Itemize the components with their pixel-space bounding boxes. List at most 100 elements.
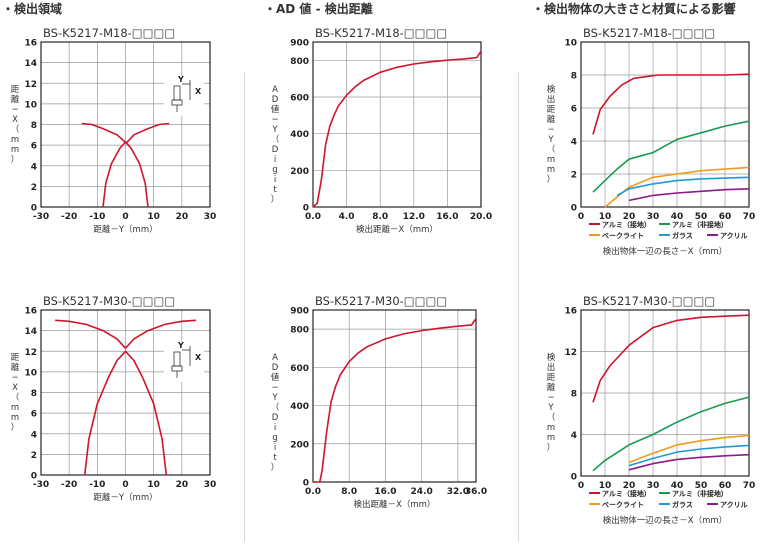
chart-title: BS-K5217-M30-□□□□ [315, 294, 447, 308]
y-tick-label: 4 [31, 162, 37, 172]
x-tick-label: 30 [204, 480, 217, 490]
y-tick-label: 6 [31, 410, 37, 420]
y-tick-label: 14 [24, 59, 37, 69]
series-line-4 [628, 453, 750, 471]
y-tick-label: 0 [303, 204, 309, 214]
column-divider [244, 72, 245, 542]
series-line-4 [628, 188, 750, 202]
legend-label: ガラス [672, 231, 693, 240]
series-line-3 [628, 444, 750, 467]
series-line-1 [592, 396, 750, 472]
inset-label-y: Y [177, 75, 184, 84]
chart-title: BS-K5217-M18-□□□□ [315, 26, 447, 40]
plot-frame [40, 309, 211, 476]
section-title-object-effect: ・検出物体の大きさと材質による影響 [532, 2, 736, 16]
x-tick-label: 40 [671, 212, 684, 222]
y-tick-label: 200 [290, 167, 309, 177]
chart-title: BS-K5217-M18-□□□□ [583, 26, 715, 40]
x-axis-label: 検出距離－X（mm） [354, 499, 436, 510]
chart-panel: BS-K5217-M30-□□□□ 0.0 8.0 16.0 24.0 32.036.0 0… [271, 294, 487, 510]
legend-label: アクリル [720, 500, 748, 509]
x-tick-label: 10 [147, 212, 160, 222]
y-tick-label: 8 [31, 389, 37, 399]
y-tick-label: 900 [290, 307, 309, 317]
x-tick-label: 0 [122, 480, 128, 490]
y-tick-label: 600 [290, 364, 309, 374]
x-tick-label: 16.0 [374, 487, 396, 497]
y-tick-label: 10 [24, 100, 37, 110]
section-title-detection-area: ・検出領域 [2, 2, 63, 16]
legend-label: アルミ（非接地） [672, 489, 728, 498]
x-tick-label: 60 [719, 212, 732, 222]
legend-label: アルミ（接地） [602, 220, 651, 229]
x-tick-label: 16.0 [436, 212, 458, 222]
y-tick-label: 12 [24, 348, 37, 358]
y-axis-label: 検出距離─ Y （m m） [547, 352, 556, 453]
x-tick-label: 8.0 [341, 487, 357, 497]
plot-frame [312, 41, 482, 208]
x-tick-label: -30 [33, 480, 49, 490]
x-tick-label: 50 [695, 481, 708, 491]
x-axis-label: 検出物体一辺の長さ－X（mm） [603, 246, 727, 257]
y-tick-label: 4 [31, 430, 37, 440]
y-tick-label: 900 [290, 39, 309, 49]
x-tick-label: 10 [599, 212, 612, 222]
legend-label: アルミ（非接地） [672, 220, 728, 229]
x-tick-label: 30 [647, 212, 660, 222]
series-line-0 [592, 73, 750, 135]
x-tick-label: 70 [743, 481, 756, 491]
x-axis-label: 距離－Y（mm） [93, 224, 157, 235]
y-tick-label: 16 [564, 307, 577, 317]
legend-label: アルミ（接地） [602, 489, 651, 498]
chart-panel: BS-K5217-M18-□□□□ 0.0 4.0 8.0 12.0 16.0 20.0 0 2… [271, 26, 492, 235]
x-tick-label: 10 [599, 481, 612, 491]
y-tick-label: 2 [571, 171, 577, 181]
y-tick-label: 12 [24, 80, 37, 90]
y-axis-label: 検出距離─ Y （m m） [547, 84, 556, 185]
detection-curve [83, 350, 168, 476]
y-tick-label: 10 [24, 368, 37, 378]
x-tick-label: 0.0 [305, 487, 321, 497]
inset-label-x: X [195, 87, 202, 96]
x-axis-label: 距離－Y（mm） [93, 492, 157, 503]
y-tick-label: 0 [303, 479, 309, 489]
y-axis-label: 距離─ X （m m） [11, 353, 20, 433]
sensor-diagram: YX [164, 75, 204, 116]
detection-curve [55, 319, 196, 350]
y-tick-label: 400 [290, 402, 309, 412]
chart-panel: BS-K5217-M30-□□□□ 0 10 20 30 40 50 60 70 0 4 8 12 16 検… [547, 294, 756, 526]
y-tick-label: 200 [290, 440, 309, 450]
x-tick-label: -10 [89, 480, 105, 490]
x-tick-label: -20 [61, 480, 77, 490]
x-tick-label: 32.0 [447, 487, 469, 497]
x-tick-label: 60 [719, 481, 732, 491]
chart-panel: BS-K5217-M30-□□□□ -30 -20 -10 0 10 20 30 0 2 4 6 8 10… [11, 294, 217, 503]
section-title-ad-value: ・AD 値 - 検出距離 [264, 2, 373, 16]
inset-label-x: X [195, 353, 202, 362]
x-tick-label: 4.0 [339, 212, 355, 222]
x-tick-label: 12.0 [403, 212, 425, 222]
x-tick-label: 0 [578, 212, 584, 222]
x-tick-label: -10 [89, 212, 105, 222]
x-axis-label: 検出物体一辺の長さ－X（mm） [603, 515, 727, 526]
legend-label: アクリル [720, 231, 748, 240]
x-tick-label: 8.0 [372, 212, 388, 222]
x-tick-label: -20 [61, 212, 77, 222]
y-tick-label: 600 [290, 94, 309, 104]
chart-title: BS-K5217-M30-□□□□ [583, 294, 715, 308]
y-axis-label: 距離─ X （m m） [11, 85, 20, 165]
y-tick-label: 12 [564, 348, 577, 358]
chart-panel: BS-K5217-M18-□□□□ 0 10 20 30 40 50 60 70 0 2 4 6 8 10 検… [547, 26, 756, 257]
plot-frame [40, 41, 211, 208]
y-tick-label: 4 [571, 431, 577, 441]
x-axis-label: 検出距離－X（mm） [356, 224, 438, 235]
y-tick-label: 800 [290, 326, 309, 336]
x-tick-label: 20.0 [470, 212, 492, 222]
y-tick-label: 14 [24, 327, 37, 337]
series-line-2 [628, 434, 750, 464]
series-line-1 [592, 120, 750, 193]
x-tick-label: 0 [122, 212, 128, 222]
y-tick-label: 800 [290, 57, 309, 67]
